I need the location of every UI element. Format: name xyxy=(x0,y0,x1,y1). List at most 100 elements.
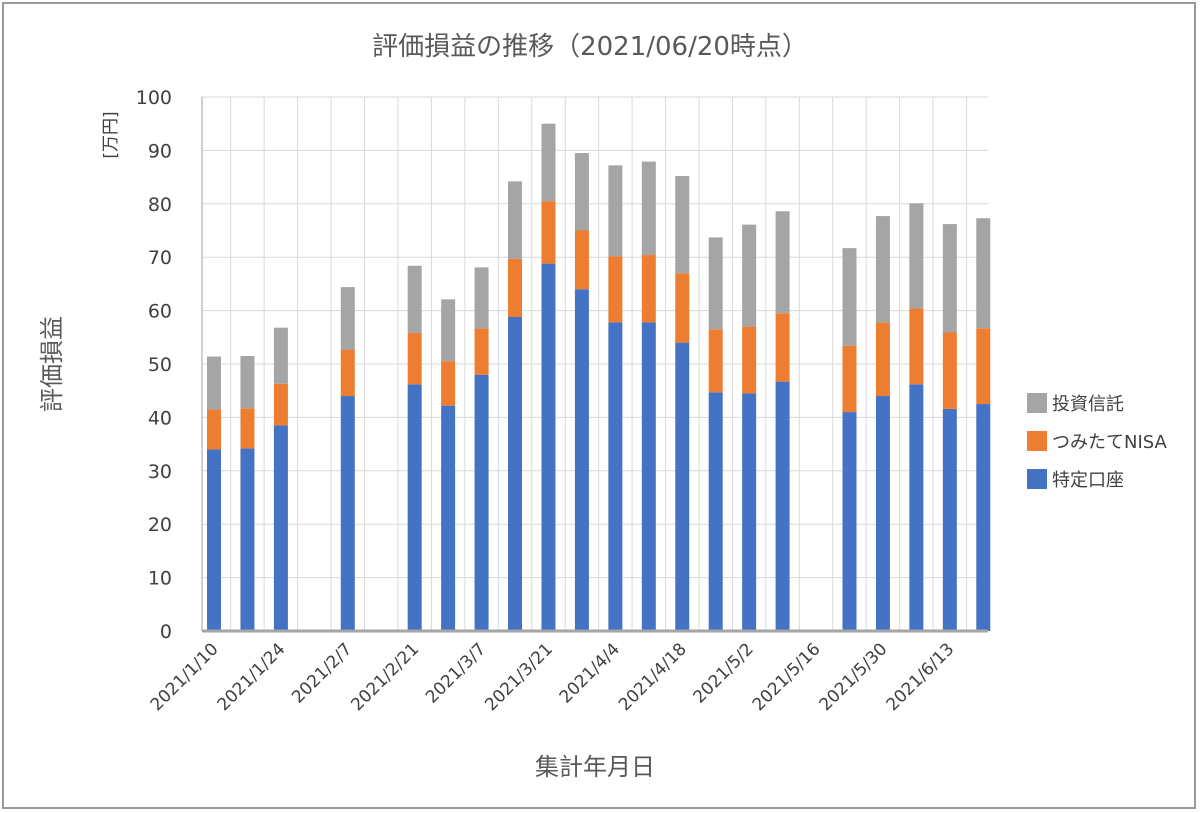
bar-segment xyxy=(842,412,857,631)
bar-segment xyxy=(541,201,556,264)
bar-segment xyxy=(942,408,957,631)
bar-segment xyxy=(675,342,690,631)
bar-segment xyxy=(273,425,288,631)
bar-segment xyxy=(508,258,523,318)
legend-label: 投資信託 xyxy=(1052,394,1124,415)
y-tick-label: 10 xyxy=(148,568,172,590)
bar-segment xyxy=(508,181,523,259)
bars-group xyxy=(207,123,991,631)
y-tick-label: 40 xyxy=(148,407,172,429)
bar-segment xyxy=(508,317,523,631)
bar-segment xyxy=(474,267,489,329)
bar-segment xyxy=(340,287,355,350)
bar-segment xyxy=(407,384,422,631)
bar-segment xyxy=(875,396,890,631)
bar-segment xyxy=(240,408,255,449)
y-tick-labels: 0 10 20 30 40 50 60 70 80 90 100 xyxy=(136,87,172,643)
x-tick-label: 2021/3/7 xyxy=(422,639,490,707)
x-tick-label: 2021/1/10 xyxy=(147,639,223,715)
y-tick-label: 20 xyxy=(148,514,172,536)
x-axis-title: 集計年月日 xyxy=(535,753,655,781)
bar-segment xyxy=(976,218,991,329)
y-tick-label: 0 xyxy=(160,621,172,643)
bar-segment xyxy=(641,255,656,323)
chart-title: 評価損益の推移（2021/06/20時点） xyxy=(372,32,808,62)
bar-segment xyxy=(976,404,991,631)
bar-segment xyxy=(441,361,456,406)
x-tick-labels: 2021/1/102021/1/242021/2/72021/2/212021/… xyxy=(147,639,959,715)
bar-segment xyxy=(273,327,288,384)
bar-segment xyxy=(641,161,656,256)
y-unit-label: [万円] xyxy=(101,111,121,158)
bar-segment xyxy=(574,289,589,631)
y-tick-label: 100 xyxy=(136,87,172,109)
bar-segment xyxy=(875,216,890,323)
legend-label: 特定口座 xyxy=(1052,470,1124,491)
x-tick-label: 2021/5/30 xyxy=(816,639,892,715)
bar-segment xyxy=(608,322,623,631)
grid-lines xyxy=(202,96,988,631)
x-tick-label: 2021/5/2 xyxy=(690,639,758,707)
y-tick-label: 70 xyxy=(148,247,172,269)
bar-segment xyxy=(441,299,456,362)
bar-segment xyxy=(273,383,288,426)
bar-segment xyxy=(207,409,221,450)
bar-segment xyxy=(976,328,991,405)
bar-segment xyxy=(574,153,589,231)
bar-segment xyxy=(340,349,355,397)
bar-segment xyxy=(708,329,723,393)
bar-segment xyxy=(207,356,221,410)
axes-group xyxy=(201,97,988,633)
bar-segment xyxy=(541,123,556,202)
x-tick-label: 2021/1/24 xyxy=(214,639,290,715)
x-tick-label: 2021/4/4 xyxy=(556,639,624,707)
legend-swatch xyxy=(1027,393,1047,413)
bar-segment xyxy=(675,273,690,343)
bar-segment xyxy=(240,448,255,631)
bar-segment xyxy=(407,333,422,385)
bar-segment xyxy=(608,256,623,323)
bar-segment xyxy=(474,374,489,631)
bar-segment xyxy=(207,449,221,631)
bar-segment xyxy=(909,384,924,631)
bar-segment xyxy=(474,328,489,375)
bar-segment xyxy=(942,332,957,409)
bar-segment xyxy=(842,345,857,413)
bar-segment xyxy=(742,224,757,327)
bar-segment xyxy=(909,308,924,385)
bar-segment xyxy=(742,326,757,394)
bar-segment xyxy=(708,237,723,330)
bar-segment xyxy=(842,248,857,346)
y-tick-label: 60 xyxy=(148,301,172,323)
bar-segment xyxy=(742,393,757,631)
bar-segment xyxy=(708,392,723,631)
bar-segment xyxy=(407,265,422,334)
bar-segment xyxy=(775,313,790,382)
bar-segment xyxy=(340,396,355,631)
bar-segment xyxy=(775,381,790,631)
bar-segment xyxy=(574,230,589,290)
legend-swatch xyxy=(1027,469,1047,489)
x-tick-label: 2021/3/21 xyxy=(481,639,557,715)
x-tick-label: 2021/6/13 xyxy=(883,639,959,715)
y-tick-label: 50 xyxy=(148,354,172,376)
x-tick-label: 2021/4/18 xyxy=(615,639,691,715)
bar-segment xyxy=(608,165,623,257)
y-tick-label: 80 xyxy=(148,194,172,216)
x-tick-label: 2021/2/21 xyxy=(347,639,423,715)
bar-segment xyxy=(909,203,924,309)
bar-segment xyxy=(775,211,790,314)
bar-segment xyxy=(441,405,456,631)
bar-segment xyxy=(641,322,656,631)
y-axis-title: 評価損益 xyxy=(38,316,66,412)
bar-segment xyxy=(942,224,957,333)
y-tick-label: 90 xyxy=(148,140,172,162)
legend-label: つみたてNISA xyxy=(1052,432,1168,453)
y-tick-label: 30 xyxy=(148,461,172,483)
x-tick-label: 2021/5/16 xyxy=(749,639,825,715)
bar-segment xyxy=(875,322,890,397)
